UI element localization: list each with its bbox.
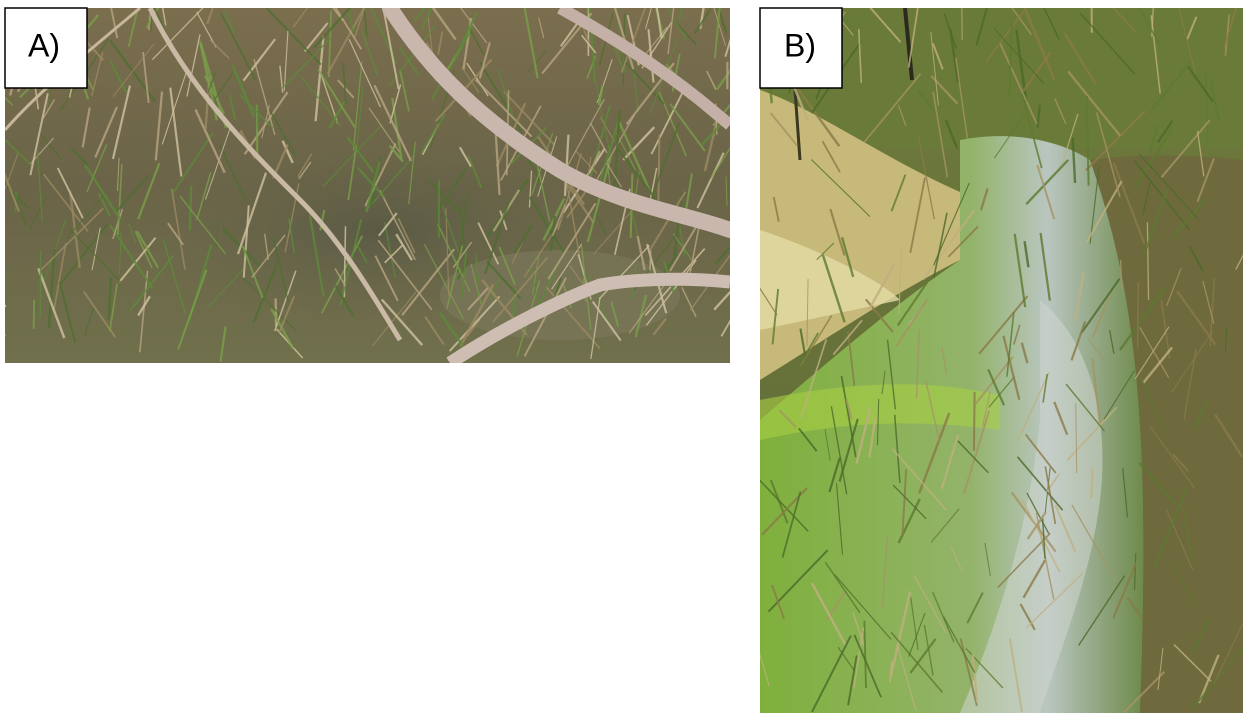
grass-blade (1138, 282, 1139, 347)
grass-blade (1091, 469, 1092, 498)
grass-blade (513, 290, 515, 317)
grass-blade (0, 300, 5, 336)
photo-a (0, 0, 760, 363)
grass-blade (650, 250, 651, 270)
grass-blade (658, 135, 659, 205)
figure: A) B) (0, 0, 1245, 715)
photo-b (748, 0, 1245, 713)
grass-blade (1091, 0, 1092, 33)
panel-label: B) (784, 27, 816, 63)
grass-blade (974, 392, 975, 451)
panel-label: A) (28, 27, 60, 63)
grass-blade (1121, 260, 1122, 289)
